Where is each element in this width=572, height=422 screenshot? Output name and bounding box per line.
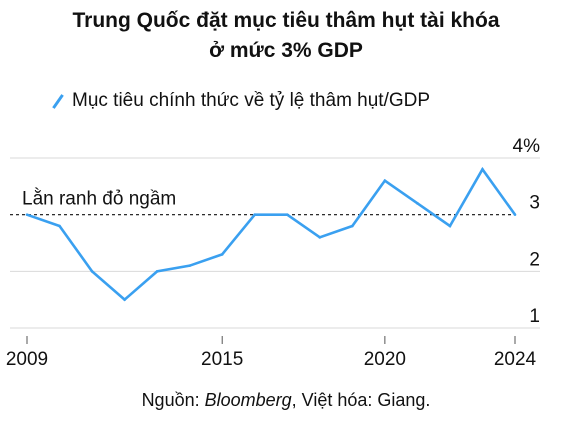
reference-line-group: Lằn ranh đỏ ngầm [10,188,515,216]
chart-legend: Mục tiêu chính thức về tỷ lệ thâm hụt/GD… [50,88,430,114]
data-point-2017 [285,213,289,216]
x-tick-label-2024: 2024 [494,349,537,370]
source-prefix: Nguồn: [141,390,205,410]
data-point-2022 [448,224,452,228]
line-chart: Lằn ranh đỏ ngầm 4% 3 2 1 2009 2015 2020 2024 [6,136,540,370]
grid-lines [10,157,540,329]
source-note: Nguồn: Bloomberg, Việt hóa: Giang. [0,390,572,411]
data-point-2015 [220,253,224,256]
data-point-2024 [513,213,517,216]
data-point-2021 [416,202,419,205]
data-point-2018 [318,236,322,239]
data-point-2012 [123,298,126,301]
x-tick-label-2015: 2015 [201,349,243,370]
x-tick-label-2009: 2009 [6,349,48,370]
x-tick-label-2020: 2020 [364,349,406,370]
data-point-2010 [58,224,61,228]
series-line [26,166,517,302]
data-point-2013 [155,270,159,273]
data-point-2016 [253,213,257,216]
y-tick-label-3: 3 [529,193,540,214]
chart-title: Trung Quốc đặt mục tiêu thâm hụt tài khó… [0,6,572,66]
data-point-2019 [351,224,354,228]
chart-title-line-2: ở mức 3% GDP [209,39,363,62]
data-point-2011 [90,270,94,273]
reference-line-label: Lằn ranh đỏ ngầm [22,188,176,210]
y-tick-label-1: 1 [529,306,540,327]
source-name: Bloomberg [204,390,292,410]
series-group [25,166,517,302]
chart-title-line-1: Trung Quốc đặt mục tiêu thâm hụt tài khó… [72,9,500,32]
axis-labels: 4% 3 2 1 2009 2015 2020 2024 [6,136,540,370]
source-suffix: , Việt hóa: Giang. [291,390,431,410]
legend-label: Mục tiêu chính thức về tỷ lệ thâm hụt/GD… [72,90,431,111]
data-point-2009 [25,213,29,216]
y-tick-label-4: 4% [513,136,541,157]
data-point-2020 [383,179,387,182]
y-tick-label-2: 2 [529,249,540,270]
data-point-2014 [188,264,191,267]
data-point-2023 [481,168,484,171]
